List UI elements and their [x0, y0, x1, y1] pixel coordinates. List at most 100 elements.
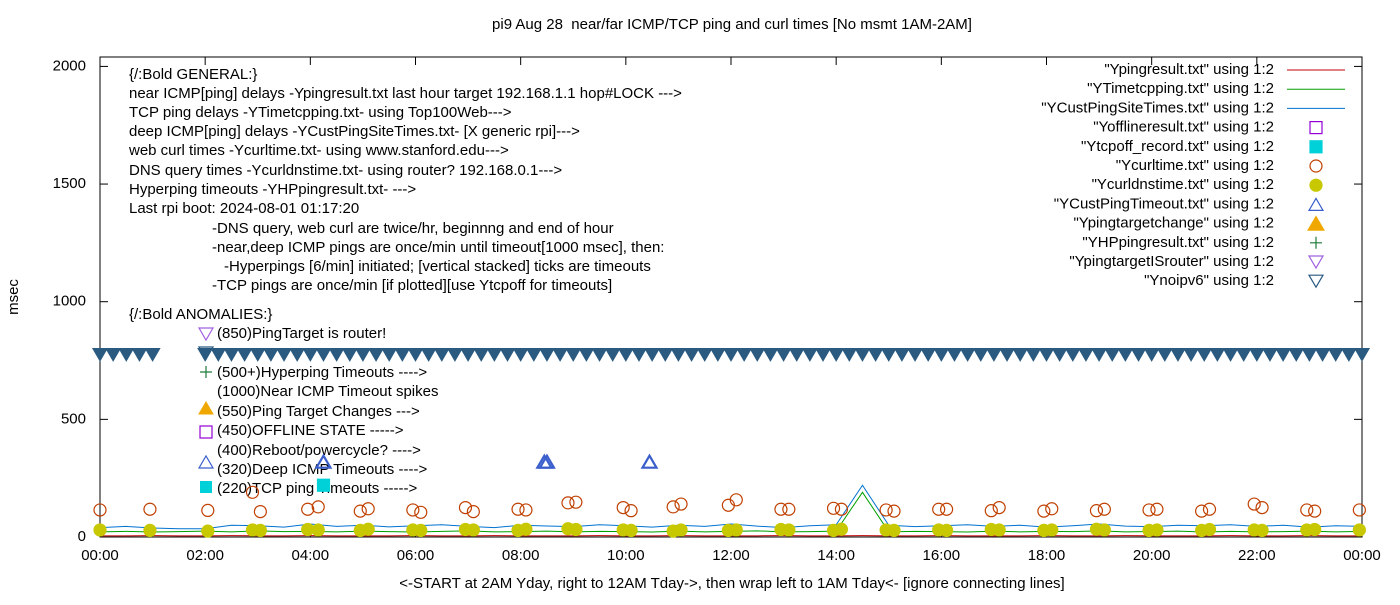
x-tick-label: 14:00	[817, 547, 855, 564]
x-tick-label: 02:00	[186, 547, 224, 564]
marker	[211, 349, 225, 361]
legend-label: "Ypingtargetchange" using 1:2	[1073, 215, 1274, 232]
marker	[1066, 349, 1080, 361]
marker	[354, 505, 366, 517]
marker	[1079, 349, 1093, 361]
marker	[593, 349, 607, 361]
marker	[993, 502, 1005, 514]
marker	[474, 349, 488, 361]
marker	[579, 349, 593, 361]
marker	[119, 349, 133, 361]
annotation: near ICMP[ping] delays -Ypingresult.txt …	[129, 85, 682, 102]
marker	[1046, 524, 1058, 536]
annotation: (850)PingTarget is router!	[217, 325, 386, 342]
annotation: (320)Deep ICMP Timeouts ---->	[217, 461, 427, 478]
annotation: -Hyperpings [6/min] initiated; [vertical…	[224, 258, 651, 275]
marker	[312, 501, 324, 513]
annotation-icon	[199, 402, 213, 414]
legend-swatch	[1309, 275, 1323, 287]
marker	[632, 349, 646, 361]
marker	[1046, 503, 1058, 515]
marker	[685, 349, 699, 361]
marker	[254, 506, 266, 518]
annotation-icon	[200, 426, 212, 438]
annotation: Last rpi boot: 2024-08-01 01:17:20	[129, 200, 359, 217]
marker	[415, 506, 427, 518]
marker	[487, 349, 501, 361]
legend-label: "Ytcpoff_record.txt" using 1:2	[1081, 138, 1274, 155]
legend-label: "Ycurldnstime.txt" using 1:2	[1092, 176, 1274, 193]
legend-swatch	[1310, 237, 1322, 249]
marker	[1040, 349, 1054, 361]
x-tick-label: 16:00	[923, 547, 961, 564]
marker	[1250, 349, 1264, 361]
marker	[790, 349, 804, 361]
legend-swatch	[1310, 179, 1322, 191]
annotation-icon	[199, 328, 213, 340]
marker	[202, 525, 214, 537]
x-tick-label: 10:00	[607, 547, 645, 564]
marker	[947, 349, 961, 361]
marker	[144, 524, 156, 536]
marker	[1353, 524, 1365, 536]
marker	[461, 349, 475, 361]
marker	[254, 524, 266, 536]
marker	[803, 349, 817, 361]
annotation: web curl times -Ycurltime.txt- using www…	[128, 142, 509, 159]
marker	[835, 503, 847, 515]
marker	[1204, 523, 1216, 535]
marker	[317, 479, 329, 491]
marker	[1210, 349, 1224, 361]
marker	[570, 523, 582, 535]
marker	[1158, 349, 1172, 361]
annotation: (500+)Hyperping Timeouts ---->	[217, 364, 427, 381]
marker	[106, 349, 120, 361]
marker	[369, 349, 383, 361]
marker	[675, 524, 687, 536]
marker	[1353, 504, 1365, 516]
marker	[93, 349, 107, 361]
annotation-icon	[200, 481, 212, 493]
marker	[671, 349, 685, 361]
marker	[1302, 349, 1316, 361]
marker	[290, 349, 304, 361]
marker	[724, 349, 738, 361]
marker	[816, 349, 830, 361]
marker	[888, 505, 900, 517]
marker	[1224, 349, 1238, 361]
annotation: -DNS query, web curl are twice/hr, begin…	[212, 220, 614, 237]
marker	[343, 349, 357, 361]
x-tick-label: 20:00	[1133, 547, 1171, 564]
marker	[1276, 349, 1290, 361]
marker	[1118, 349, 1132, 361]
marker	[869, 349, 883, 361]
marker	[993, 524, 1005, 536]
legend-label: "Ypingresult.txt" using 1:2	[1104, 61, 1274, 78]
marker	[763, 349, 777, 361]
marker	[520, 504, 532, 516]
marker	[553, 349, 567, 361]
marker	[1329, 349, 1343, 361]
marker	[625, 524, 637, 536]
marker	[1053, 349, 1067, 361]
annotation: -TCP pings are once/min [if plotted][use…	[212, 277, 612, 294]
legend-swatch	[1310, 160, 1322, 172]
marker	[277, 349, 291, 361]
marker	[1105, 349, 1119, 361]
marker	[514, 349, 528, 361]
marker	[1038, 505, 1050, 517]
marker	[570, 496, 582, 508]
x-tick-label: 12:00	[712, 547, 750, 564]
annotation: TCP ping delays -YTimetcpping.txt- using…	[129, 104, 512, 121]
y-axis-label: msec	[5, 279, 22, 315]
x-tick-label: 08:00	[502, 547, 540, 564]
x-tick-label: 06:00	[397, 547, 435, 564]
marker	[1237, 349, 1251, 361]
y-tick-label: 500	[61, 410, 86, 427]
y-tick-label: 1500	[53, 175, 86, 192]
marker	[645, 349, 659, 361]
marker	[1184, 349, 1198, 361]
x-tick-label: 22:00	[1238, 547, 1276, 564]
